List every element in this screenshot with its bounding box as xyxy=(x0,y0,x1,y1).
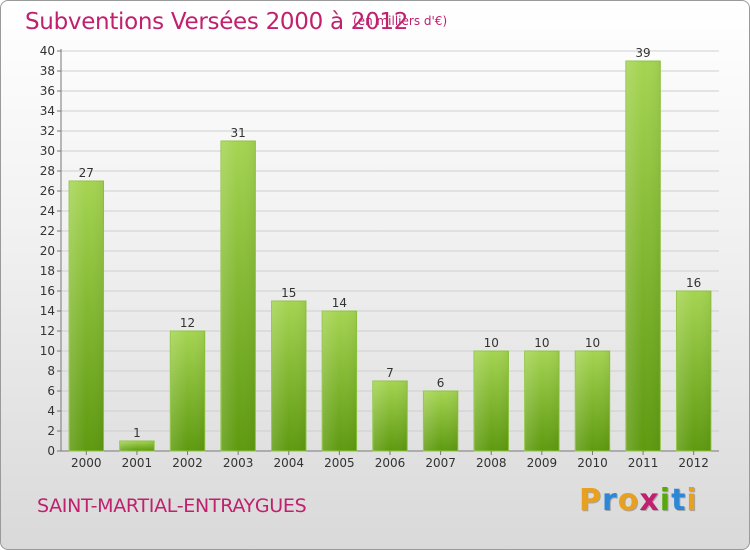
x-tick-label: 2009 xyxy=(527,456,558,470)
x-tick-label: 2012 xyxy=(678,456,709,470)
bar-sheen xyxy=(372,381,408,451)
y-tick-label: 12 xyxy=(40,324,55,338)
logo-letter: P xyxy=(579,483,602,518)
x-axis-labels: 2000 2001 2002 2003 2004 2005 2006 2007 2008 2009… xyxy=(71,451,709,470)
x-tick-label: 2005 xyxy=(324,456,355,470)
x-tick-label: 2008 xyxy=(476,456,507,470)
bar-sheen xyxy=(474,351,509,451)
data-label: 27 xyxy=(79,166,94,180)
y-tick-label: 0 xyxy=(47,444,55,458)
y-tick-label: 16 xyxy=(40,284,55,298)
y-tick-label: 14 xyxy=(40,304,55,318)
y-tick-label: 34 xyxy=(40,104,55,118)
bar-sheen xyxy=(625,61,661,451)
y-tick-label: 6 xyxy=(47,384,55,398)
y-tick-label: 18 xyxy=(40,264,55,278)
y-tick-label: 38 xyxy=(40,64,55,78)
data-label: 7 xyxy=(386,366,394,380)
bar-sheen xyxy=(575,351,610,451)
data-label: 10 xyxy=(484,336,499,350)
y-tick-label: 40 xyxy=(40,44,55,58)
chart-title: Subventions Versées 2000 à 2012 xyxy=(25,9,409,35)
bar-sheen xyxy=(69,181,104,451)
bar-sheen xyxy=(423,391,458,451)
chart-subtitle: (en milliers d'€) xyxy=(353,14,448,28)
data-label: 1 xyxy=(133,426,141,440)
x-tick-label: 2001 xyxy=(122,456,153,470)
y-tick-label: 20 xyxy=(40,244,55,258)
data-label: 14 xyxy=(332,296,347,310)
bar-sheen xyxy=(170,331,205,451)
commune-name: SAINT-MARTIAL-ENTRAYGUES xyxy=(37,495,307,517)
logo-letter: i xyxy=(659,483,672,518)
proxiti-logo: Proxiti xyxy=(579,483,698,518)
y-tick-label: 30 xyxy=(40,144,55,158)
x-tick-label: 2011 xyxy=(628,456,659,470)
bar-sheen xyxy=(271,301,306,451)
y-tick-label: 32 xyxy=(40,124,55,138)
logo-letter: r xyxy=(602,483,618,518)
bar-sheen xyxy=(524,351,560,451)
y-tick-label: 2 xyxy=(47,424,55,438)
x-tick-label: 2002 xyxy=(172,456,203,470)
bar-sheen xyxy=(676,291,711,451)
data-label: 39 xyxy=(635,46,650,60)
y-tick-label: 10 xyxy=(40,344,55,358)
x-tick-label: 2004 xyxy=(273,456,304,470)
y-tick-label: 22 xyxy=(40,224,55,238)
bar-sheen xyxy=(322,311,357,451)
data-label: 12 xyxy=(180,316,195,330)
x-tick-label: 2000 xyxy=(71,456,102,470)
bars xyxy=(68,60,712,452)
y-tick-label: 36 xyxy=(40,84,55,98)
data-label: 6 xyxy=(437,376,445,390)
logo-letter: o xyxy=(617,483,640,518)
data-label: 10 xyxy=(585,336,600,350)
y-tick-label: 28 xyxy=(40,164,55,178)
y-tick-label: 4 xyxy=(47,404,55,418)
data-label: 16 xyxy=(686,276,701,290)
data-label: 10 xyxy=(534,336,549,350)
x-tick-label: 2010 xyxy=(577,456,608,470)
y-tick-label: 26 xyxy=(40,184,55,198)
bar-sheen xyxy=(119,441,155,451)
y-tick-label: 8 xyxy=(47,364,55,378)
bar-sheen xyxy=(220,141,256,451)
x-tick-label: 2007 xyxy=(425,456,456,470)
data-labels: 27 1 12 31 15 14 7 6 10 10 10 39 16 xyxy=(79,46,702,440)
logo-letter: t xyxy=(671,483,687,518)
logo-letter: x xyxy=(639,483,660,518)
data-label: 15 xyxy=(281,286,296,300)
logo-letter: i xyxy=(686,483,698,518)
x-tick-label: 2006 xyxy=(375,456,406,470)
data-label: 31 xyxy=(231,126,246,140)
x-tick-label: 2003 xyxy=(223,456,254,470)
y-tick-label: 24 xyxy=(40,204,55,218)
